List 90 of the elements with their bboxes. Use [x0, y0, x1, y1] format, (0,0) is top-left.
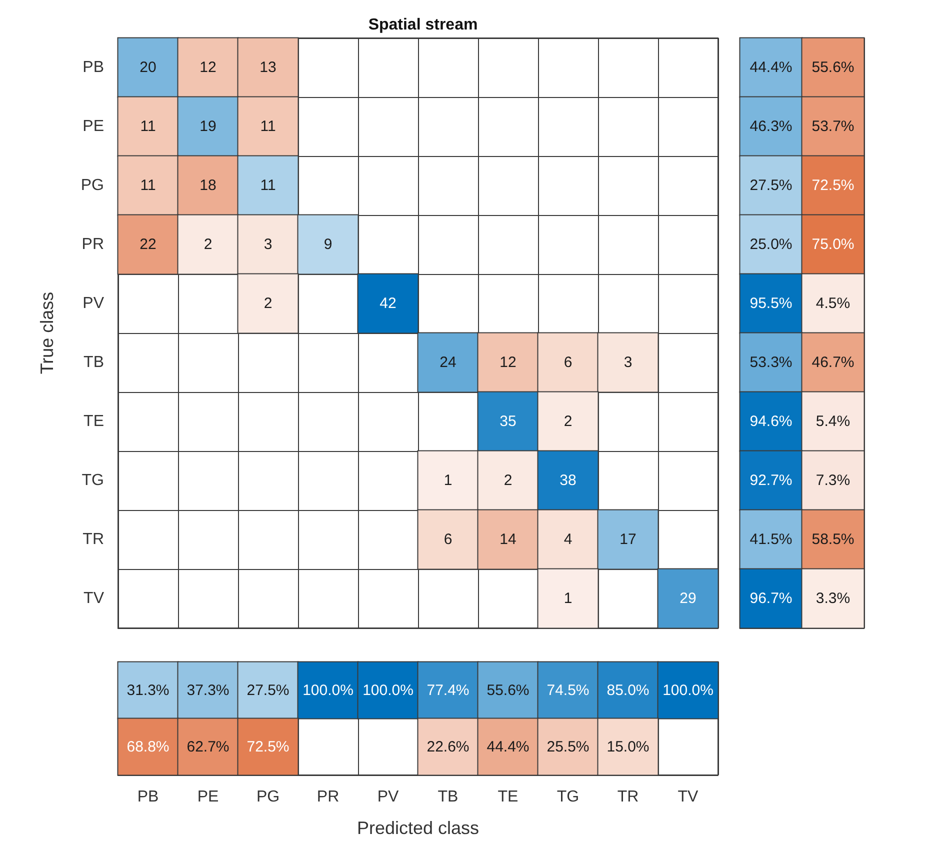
y-tick-label: TE [84, 413, 104, 430]
y-tick-label: TR [82, 531, 104, 548]
y-tick-label: PG [80, 177, 104, 194]
x-tick-label: PG [256, 788, 280, 806]
data-label: 1 [564, 590, 572, 607]
chart-title: Spatial stream [368, 16, 478, 34]
data-label: 46.7% [812, 354, 854, 371]
data-label: 55.6% [486, 682, 530, 699]
data-label: 75.0% [812, 236, 854, 253]
y-tick-label: PR [82, 236, 104, 253]
data-label: 11 [260, 118, 276, 135]
data-label: 3.3% [816, 590, 850, 607]
data-label: 29 [680, 590, 696, 607]
data-label: 11 [140, 118, 156, 135]
data-label: 96.7% [750, 590, 792, 607]
data-label: 37.3% [186, 682, 230, 699]
data-label: 55.6% [812, 59, 854, 76]
data-label: 2 [564, 413, 572, 430]
data-label: 12 [500, 354, 516, 371]
data-label: 14 [500, 531, 516, 548]
x-tick-label: TG [556, 788, 580, 806]
x-tick-label: PR [316, 788, 340, 806]
data-label: 4 [564, 531, 572, 548]
data-label: 11 [140, 177, 156, 194]
data-label: 58.5% [812, 531, 854, 548]
data-label: 44.4% [750, 59, 792, 76]
data-label: 41.5% [750, 531, 792, 548]
data-label: 19 [200, 118, 216, 135]
data-label: 5.4% [816, 413, 850, 430]
data-label: 38 [560, 472, 576, 489]
data-label: 35 [500, 413, 516, 430]
data-label: 12 [200, 59, 216, 76]
x-tick-label: PV [377, 788, 399, 806]
x-tick-label: TV [678, 788, 699, 806]
data-label: 2 [204, 236, 212, 253]
data-label: 95.5% [750, 295, 792, 312]
data-label: 31.3% [126, 682, 170, 699]
data-label: 25.5% [546, 738, 590, 756]
y-tick-label: TV [84, 590, 104, 607]
data-label: 44.4% [486, 738, 530, 756]
data-label: 46.3% [750, 118, 792, 135]
y-axis-title: True class [37, 292, 57, 374]
data-label: 22.6% [426, 738, 470, 756]
data-label: 72.5% [812, 177, 854, 194]
data-label: 100.0% [662, 682, 714, 699]
y-tick-label: TG [82, 472, 104, 489]
data-label: 100.0% [362, 682, 414, 699]
data-label: 25.0% [750, 236, 792, 253]
data-label: 9 [324, 236, 332, 253]
data-label: 11 [260, 177, 276, 194]
data-label: 53.3% [750, 354, 792, 371]
data-label: 1 [444, 472, 452, 489]
x-tick-label: TB [438, 788, 458, 806]
data-label: 6 [444, 531, 452, 548]
data-label: 3 [624, 354, 632, 371]
x-tick-label: TR [617, 788, 639, 806]
data-label: 13 [260, 59, 276, 76]
y-tick-label: PV [82, 295, 104, 312]
data-label: 92.7% [750, 472, 792, 489]
data-label: 74.5% [546, 682, 590, 699]
data-label: 77.4% [426, 682, 470, 699]
data-label: 68.8% [126, 738, 170, 756]
x-axis-title: Predicted class [356, 818, 480, 838]
data-label: 17 [620, 531, 636, 548]
data-label: 7.3% [816, 472, 850, 489]
x-tick-label: PB [137, 788, 159, 806]
data-label: 18 [200, 177, 216, 194]
data-label: 72.5% [246, 738, 290, 756]
data-label: 4.5% [816, 295, 850, 312]
data-label: 24 [440, 354, 456, 371]
y-tick-label: TB [84, 354, 104, 371]
data-label: 2 [504, 472, 512, 489]
y-tick-label: PB [82, 59, 104, 76]
data-label: 3 [264, 236, 272, 253]
data-label: 22 [140, 236, 156, 253]
x-tick-label: TE [498, 788, 518, 806]
data-label: 85.0% [606, 682, 650, 699]
data-label: 100.0% [302, 682, 354, 699]
data-label: 20 [140, 59, 156, 76]
data-label: 27.5% [246, 682, 290, 699]
data-label: 94.6% [750, 413, 792, 430]
data-label: 15.0% [606, 738, 650, 756]
data-label: 42 [380, 295, 396, 312]
data-label: 27.5% [750, 177, 792, 194]
y-tick-label: PE [82, 118, 104, 135]
x-tick-label: PE [197, 788, 219, 806]
data-label: 6 [564, 354, 572, 371]
data-label: 2 [264, 295, 272, 312]
data-label: 62.7% [186, 738, 230, 756]
data-label: 53.7% [812, 118, 854, 135]
